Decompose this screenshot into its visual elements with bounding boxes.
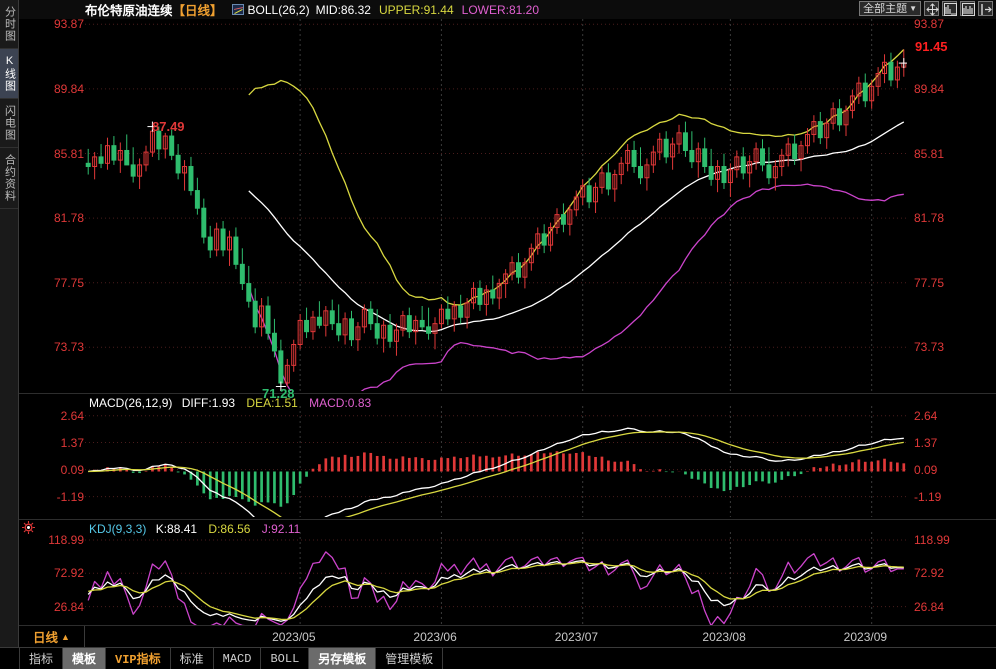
sidebar-item-contract-info[interactable]: 合约资料: [0, 148, 18, 209]
bottom-toolbar: 指标 模板 VIP指标 标准 MACD BOLL 另存模板 管理模板: [0, 647, 996, 669]
kdj-legend: KDJ(9,3,3) K:88.41 D:86.56 J:92.11: [89, 522, 300, 536]
boll-lower-value: LOWER:81.20: [461, 2, 540, 17]
price-axis-tick: 85.81: [914, 146, 945, 161]
sidebar-item-label: 合约资料: [3, 154, 16, 202]
macd-plot-area[interactable]: [85, 394, 907, 517]
kdj-axis-tick: 72.92: [53, 566, 84, 581]
price-axis-tick: 93.87: [53, 17, 84, 32]
kdj-axis-tick: 26.84: [53, 599, 84, 614]
macd-axis-tick: 0.09: [60, 462, 84, 477]
x-axis-tick: 2023/06: [413, 630, 457, 644]
toolbar-button-指标[interactable]: 指标: [19, 648, 64, 669]
macd-axis-tick: 0.09: [914, 462, 938, 477]
price-axis-tick: 85.81: [53, 146, 84, 161]
macd-legend: MACD(26,12,9) DIFF:1.93 DEA:1.51 MACD:0.…: [89, 396, 371, 410]
x-axis-tick: 2023/09: [843, 630, 888, 644]
toolbar-button-另存模板[interactable]: 另存模板: [309, 648, 377, 669]
kdj-axis-tick: 72.92: [914, 566, 945, 581]
sidebar-item-timeshare[interactable]: 分时图: [0, 0, 18, 49]
kdj-j-value: J:92.11: [261, 522, 301, 536]
macd-axis-tick: 1.37: [914, 435, 938, 450]
crosshair-move-icon[interactable]: [924, 1, 939, 16]
chevron-down-icon: ▼: [909, 3, 917, 13]
kdj-k-value: K:88.41: [155, 522, 198, 536]
sidebar-item-kline[interactable]: K线图: [0, 49, 18, 99]
last-price-tag: 91.45: [915, 39, 948, 55]
price-axis-tick: 81.78: [53, 211, 84, 226]
price-axis-tick: 77.75: [914, 275, 945, 290]
sidebar-item-lightning[interactable]: 闪电图: [0, 99, 18, 148]
period-low-annotation: 71.28: [262, 386, 295, 401]
toolbar-button-模板[interactable]: 模板: [63, 648, 107, 669]
chevron-up-icon: ▲: [61, 631, 70, 642]
x-axis-tick: 2023/05: [272, 630, 316, 644]
toolbar-button-标准[interactable]: 标准: [171, 648, 214, 669]
toolbar-button-MACD[interactable]: MACD: [214, 648, 262, 669]
kdj-d-value: D:86.56: [208, 522, 251, 536]
toolbar-button-管理模板[interactable]: 管理模板: [376, 648, 444, 669]
boll-indicator-name[interactable]: BOLL(26,2): [247, 2, 310, 17]
price-axis-tick: 73.73: [914, 340, 945, 355]
macd-axis-tick: 1.37: [60, 435, 84, 450]
toolbar-button-VIP指标[interactable]: VIP指标: [106, 648, 171, 669]
price-plot-area[interactable]: [85, 19, 907, 391]
price-axis-tick: 81.78: [914, 211, 945, 226]
x-axis-tick: 2023/08: [702, 630, 746, 644]
macd-diff-value: DIFF:1.93: [181, 396, 236, 410]
x-axis-tick: 2023/07: [554, 630, 599, 644]
kdj-axis-tick: 118.99: [914, 532, 950, 547]
chart-left-align-icon[interactable]: [942, 1, 957, 16]
macd-axis-tick: -1.19: [914, 489, 942, 504]
price-axis-tick: 77.75: [53, 275, 84, 290]
period-selector-label: 日线: [33, 631, 59, 645]
x-axis-bar: 日线 ▲ 2023/05 2023/06 2023/07 2023/08 2023/09: [19, 625, 996, 647]
sidebar-item-label: K线图: [3, 55, 16, 92]
price-axis-tick: 89.84: [53, 81, 84, 96]
boll-mid-value: MID:86.32: [315, 2, 371, 17]
period-selector[interactable]: 日线 ▲: [19, 626, 85, 647]
exit-icon[interactable]: [978, 1, 993, 16]
macd-chart-panel[interactable]: MACD(26,12,9) DIFF:1.93 DEA:1.51 MACD:0.…: [19, 393, 996, 517]
boll-chart-icon: [231, 4, 244, 15]
macd-dea-value: DEA:1.51: [246, 396, 298, 410]
macd-axis-tick: 2.64: [914, 408, 938, 423]
theme-select-label: 全部主题: [863, 2, 908, 15]
kdj-indicator-name[interactable]: KDJ(9,3,3): [89, 522, 147, 536]
price-axis-tick: 93.87: [914, 17, 945, 32]
sidebar-item-label: 闪电图: [3, 105, 16, 141]
red-dot-icon[interactable]: [22, 521, 35, 534]
toolbar-spacer: [443, 648, 996, 669]
left-sidebar: 分时图 K线图 闪电图 合约资料: [0, 0, 19, 647]
sidebar-item-label: 分时图: [3, 6, 16, 42]
chart-period-label: 【日线】: [172, 4, 223, 18]
instrument-name: 布伦特原油连续: [85, 4, 173, 18]
macd-indicator-name[interactable]: MACD(26,12,9): [89, 396, 173, 410]
price-chart-panel[interactable]: 93.87 93.87 89.84 89.84 85.81 85.81 81.78 81.78…: [19, 17, 996, 401]
macd-hist-value: MACD:0.83: [309, 396, 372, 410]
macd-axis-tick: -1.19: [56, 489, 84, 504]
boll-upper-value: UPPER:91.44: [378, 2, 454, 17]
kdj-plot-area[interactable]: [85, 520, 907, 625]
macd-axis-tick: 2.64: [60, 408, 84, 423]
price-axis-tick: 89.84: [914, 81, 945, 96]
kdj-axis-tick: 118.99: [48, 532, 84, 547]
kdj-axis-tick: 26.84: [914, 599, 945, 614]
header-toolbar: 全部主题 ▼: [859, 1, 993, 16]
chart-right-align-icon[interactable]: [960, 1, 975, 16]
period-high-annotation: 87.49: [152, 119, 185, 134]
price-axis-tick: 73.73: [53, 340, 84, 355]
kdj-chart-panel[interactable]: KDJ(9,3,3) K:88.41 D:86.56 J:92.11 118.9…: [19, 519, 996, 625]
theme-select-dropdown[interactable]: 全部主题 ▼: [859, 1, 921, 16]
chart-header: 布伦特原油连续 【日线】 BOLL(26,2) MID:86.32 UPPER:…: [19, 0, 996, 19]
toolbar-button-BOLL[interactable]: BOLL: [261, 648, 310, 669]
